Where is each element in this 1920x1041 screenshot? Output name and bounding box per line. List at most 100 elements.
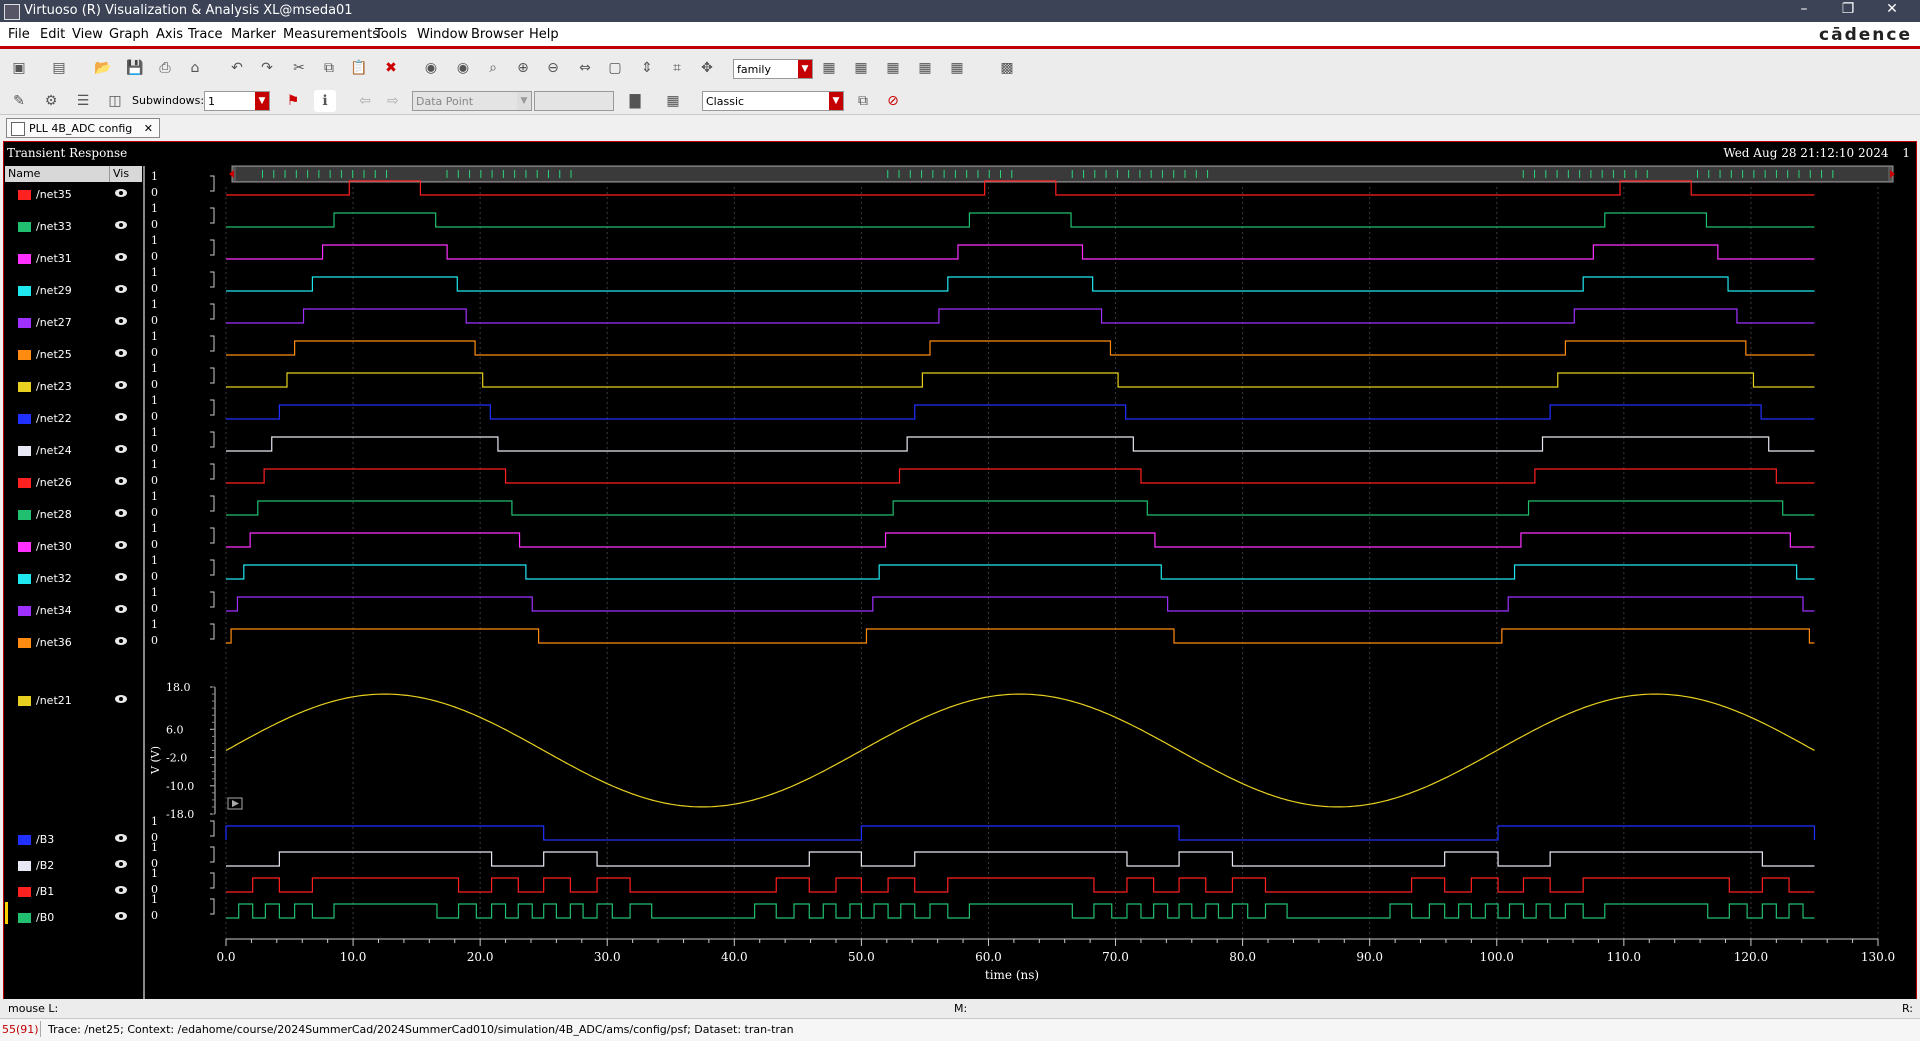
legend-item-net25[interactable]: /net25 [4, 346, 142, 364]
apply-style-icon[interactable]: ⧉ [858, 93, 868, 109]
new-subwindow-icon[interactable]: ▤ [52, 60, 66, 76]
legend-item-net36[interactable]: /net36 [4, 634, 142, 652]
visibility-eye-icon[interactable] [115, 886, 127, 894]
legend-item-B0[interactable]: /B0 [4, 909, 142, 927]
stack-icon[interactable]: ☰ [76, 93, 90, 109]
menu-measurements[interactable]: Measurements [283, 27, 380, 42]
menu-window[interactable]: Window [417, 27, 469, 42]
legend-item-net26[interactable]: /net26 [4, 474, 142, 492]
chart-style-icon[interactable]: ▦ [950, 60, 964, 76]
minimize-button[interactable]: – [1800, 1, 1808, 17]
restore-button[interactable]: ❐ [1841, 1, 1855, 17]
legend-divider[interactable] [143, 166, 145, 999]
legend-item-B1[interactable]: /B1 [4, 883, 142, 901]
visibility-eye-icon[interactable] [115, 413, 127, 421]
legend-item-net28[interactable]: /net28 [4, 506, 142, 524]
split-icon[interactable]: ◫ [108, 93, 122, 109]
family-combo[interactable]: family ▼ [733, 59, 813, 79]
zoom-fit-icon[interactable]: ⌕ [489, 60, 497, 76]
datapoint-value-field[interactable] [534, 91, 614, 111]
grid-icon[interactable]: ▩ [1000, 60, 1014, 76]
open-folder-icon[interactable]: 📂 [94, 60, 112, 76]
close-button[interactable]: ✕ [1886, 1, 1898, 17]
copy-icon[interactable]: ⧉ [324, 60, 334, 76]
visibility-eye-icon[interactable] [115, 285, 127, 293]
marker-b-icon[interactable]: ◉ [456, 60, 470, 76]
menu-browser[interactable]: Browser [471, 27, 524, 42]
edit-pencil-icon[interactable]: ✎ [13, 93, 25, 109]
visibility-eye-icon[interactable] [115, 317, 127, 325]
visibility-eye-icon[interactable] [115, 477, 127, 485]
legend-item-net30[interactable]: /net30 [4, 538, 142, 556]
table-icon[interactable]: ▦ [666, 93, 680, 109]
legend-item-net24[interactable]: /net24 [4, 442, 142, 460]
zoom-region-icon[interactable]: ⌗ [673, 60, 681, 76]
back-arrow-icon[interactable]: ⇦ [359, 93, 371, 109]
visibility-eye-icon[interactable] [115, 912, 127, 920]
info-icon[interactable]: ℹ [314, 90, 336, 112]
menu-edit[interactable]: Edit [40, 27, 66, 42]
chart-options-icon[interactable]: ▦ [918, 60, 932, 76]
marker-a-icon[interactable]: ◉ [424, 60, 438, 76]
chevron-down-icon[interactable]: ▼ [517, 92, 531, 110]
visibility-eye-icon[interactable] [115, 834, 127, 842]
chevron-down-icon[interactable]: ▼ [255, 92, 269, 110]
zoom-box-icon[interactable]: ▢ [608, 60, 622, 76]
plot-window[interactable]: 1 0 1 0 1 0 1 0 1 0 1 0 1 0 1 0 1 0 1 0 1 0 1 0 1 0 1 0 1 0 18.0 6.0 -2.… [3, 141, 1917, 1000]
visibility-eye-icon[interactable] [115, 573, 127, 581]
chevron-down-icon[interactable]: ▼ [829, 92, 843, 110]
style-combo[interactable]: Classic ▼ [702, 91, 844, 111]
menu-graph[interactable]: Graph [109, 27, 149, 42]
visibility-eye-icon[interactable] [115, 860, 127, 868]
menu-marker[interactable]: Marker [231, 27, 276, 42]
flag-icon[interactable]: ⚑ [286, 93, 300, 109]
reset-style-icon[interactable]: ⊘ [887, 93, 899, 109]
waveform-plot[interactable]: 10101010101010101010101010101018.06.0-2.… [4, 142, 1916, 999]
legend-item-net27[interactable]: /net27 [4, 314, 142, 332]
zoom-out-icon[interactable]: ⊖ [547, 60, 559, 76]
undo-icon[interactable]: ↶ [231, 60, 243, 76]
legend-item-net29[interactable]: /net29 [4, 282, 142, 300]
visibility-eye-icon[interactable] [115, 637, 127, 645]
visibility-eye-icon[interactable] [115, 189, 127, 197]
visibility-eye-icon[interactable] [115, 605, 127, 613]
menu-help[interactable]: Help [529, 27, 559, 42]
pan-icon[interactable]: ✥ [701, 60, 713, 76]
tab-close-icon[interactable]: ✕ [143, 122, 153, 135]
new-window-icon[interactable]: ▣ [12, 60, 26, 76]
legend-item-net22[interactable]: /net22 [4, 410, 142, 428]
legend-item-net21[interactable]: /net21 [4, 692, 142, 710]
visibility-eye-icon[interactable] [115, 253, 127, 261]
paste-icon[interactable]: 📋 [350, 60, 368, 76]
visibility-eye-icon[interactable] [115, 381, 127, 389]
legend-item-net35[interactable]: /net35 [4, 186, 142, 204]
visibility-eye-icon[interactable] [115, 541, 127, 549]
menu-view[interactable]: View [72, 27, 103, 42]
visibility-eye-icon[interactable] [115, 445, 127, 453]
redo-icon[interactable]: ↷ [261, 60, 273, 76]
calculator-icon[interactable]: ⚙ [44, 93, 58, 109]
legend-item-net34[interactable]: /net34 [4, 602, 142, 620]
chevron-down-icon[interactable]: ▼ [798, 60, 812, 78]
zoom-y-icon[interactable]: ⇕ [641, 60, 653, 76]
zoom-in-icon[interactable]: ⊕ [517, 60, 529, 76]
overlay-chart-icon[interactable]: ▦ [854, 60, 868, 76]
save-icon[interactable]: 💾 [126, 60, 144, 76]
export-icon[interactable]: ⌂ [190, 60, 200, 76]
menu-trace[interactable]: Trace [188, 27, 223, 42]
bar-chart-icon[interactable]: ▇ [629, 93, 641, 109]
subwindows-combo[interactable]: 1 ▼ [204, 91, 270, 111]
delete-icon[interactable]: ✖ [385, 60, 397, 76]
menu-axis[interactable]: Axis [156, 27, 183, 42]
menu-tools[interactable]: Tools [375, 27, 408, 42]
visibility-eye-icon[interactable] [115, 349, 127, 357]
legend-item-B3[interactable]: /B3 [4, 831, 142, 849]
legend-item-net33[interactable]: /net33 [4, 218, 142, 236]
legend-item-net32[interactable]: /net32 [4, 570, 142, 588]
split-chart-icon[interactable]: ▦ [886, 60, 900, 76]
print-icon[interactable]: ⎙ [159, 60, 171, 76]
strip-chart-icon[interactable]: ▦ [822, 60, 836, 76]
visibility-eye-icon[interactable] [115, 221, 127, 229]
legend-item-net31[interactable]: /net31 [4, 250, 142, 268]
datapoint-combo[interactable]: Data Point ▼ [412, 91, 532, 111]
